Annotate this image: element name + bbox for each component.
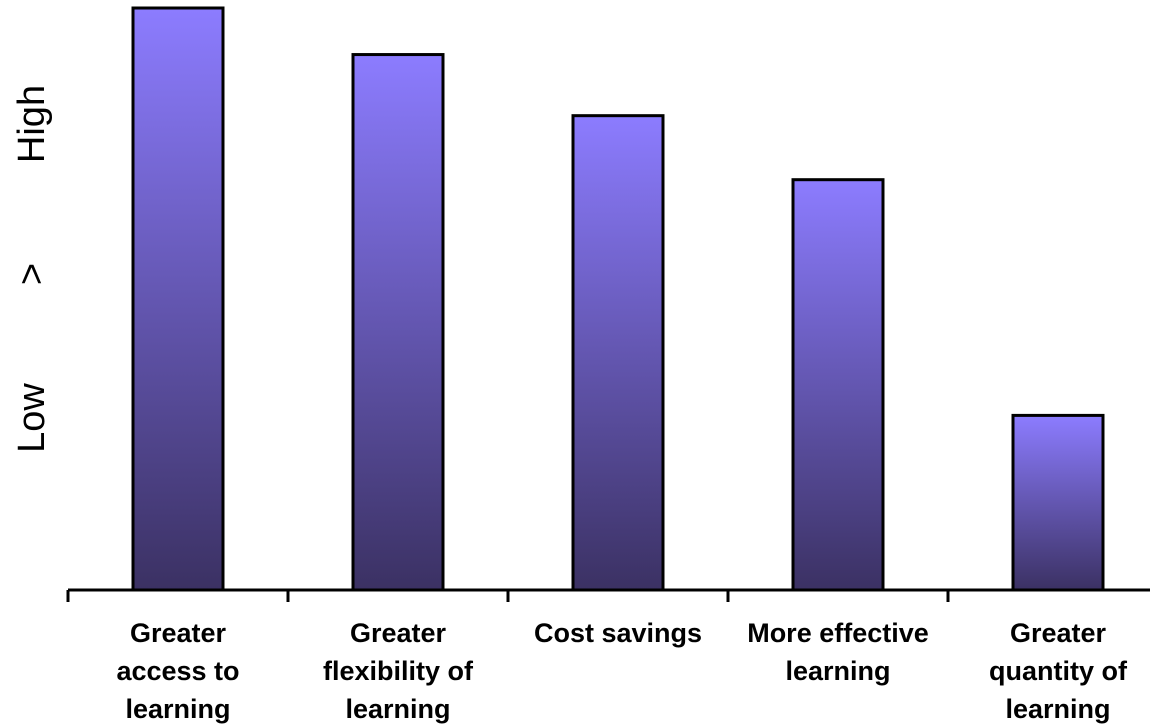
category-label-line: Greater [1010, 618, 1107, 648]
category-label: Greater access to learning [116, 618, 239, 724]
category-label-line: More effective [747, 618, 929, 648]
category-label: Cost savings [534, 618, 702, 648]
category-label-line: access to [116, 656, 239, 686]
bar [791, 178, 885, 592]
bar [571, 114, 665, 592]
bars-group [131, 6, 1105, 592]
category-label-line: learning [345, 694, 450, 724]
bar [351, 53, 445, 592]
category-label: More effective learning [747, 618, 929, 686]
category-label-line: learning [785, 656, 890, 686]
y-label-high: High [11, 85, 53, 163]
category-label-line: quantity of [989, 656, 1128, 686]
x-axis-ticks [66, 590, 950, 602]
category-label-line: learning [125, 694, 230, 724]
bar [1011, 413, 1105, 592]
y-label-arrow: > [11, 263, 53, 285]
category-label-line: Cost savings [534, 618, 702, 648]
category-label-line: Greater [350, 618, 447, 648]
category-label-line: Greater [130, 618, 227, 648]
category-label: Greater flexibility of learning [323, 618, 474, 724]
category-labels: Greater access to learning Greater flexibili… [116, 618, 1128, 724]
category-label: Greater quantity of learning [989, 618, 1128, 724]
category-label-line: flexibility of [323, 656, 474, 686]
category-label-line: learning [1005, 694, 1110, 724]
y-label-low: Low [11, 383, 53, 453]
bar [131, 6, 225, 592]
